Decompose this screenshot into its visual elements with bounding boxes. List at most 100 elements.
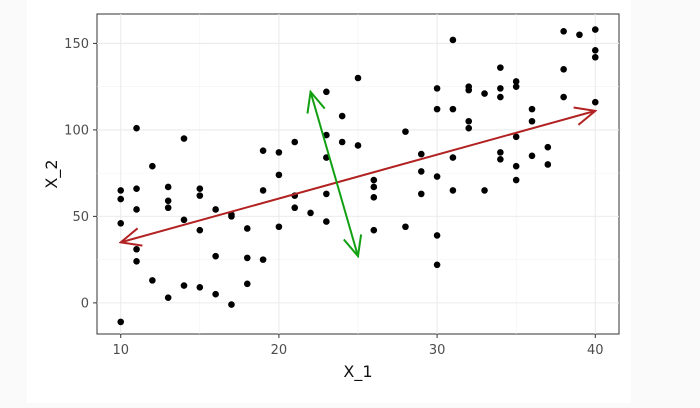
x-axis-title: X_1 xyxy=(343,362,372,382)
data-point xyxy=(338,112,346,120)
green-double-arrow xyxy=(311,92,358,256)
data-point xyxy=(117,318,125,326)
y-axis-title: X_2 xyxy=(42,159,62,188)
x-tick-label: 40 xyxy=(587,343,604,358)
data-point xyxy=(291,204,299,212)
data-point xyxy=(449,36,457,44)
data-point xyxy=(481,187,488,194)
data-point xyxy=(370,226,378,234)
data-point xyxy=(196,226,204,234)
data-point xyxy=(117,219,125,227)
data-point xyxy=(591,26,599,33)
y-tick-label: 0 xyxy=(81,296,89,311)
data-point xyxy=(560,27,567,35)
data-point xyxy=(180,216,188,224)
data-point xyxy=(133,258,140,265)
annotation-arrows xyxy=(121,92,596,256)
data-point xyxy=(196,185,204,193)
y-tick-label: 50 xyxy=(72,210,89,225)
data-point xyxy=(275,223,283,231)
data-point xyxy=(323,88,330,96)
data-point xyxy=(149,277,156,284)
data-point xyxy=(243,254,251,262)
data-point xyxy=(228,213,235,220)
data-point xyxy=(307,209,314,217)
data-point xyxy=(560,93,567,101)
data-point xyxy=(591,47,599,54)
data-point xyxy=(133,124,140,132)
data-point xyxy=(433,85,441,92)
data-point xyxy=(544,143,552,151)
data-point xyxy=(354,142,362,149)
data-point xyxy=(512,162,520,170)
data-point xyxy=(449,154,457,161)
data-point xyxy=(259,187,267,194)
data-point xyxy=(576,31,583,39)
data-point xyxy=(370,183,378,191)
data-point xyxy=(117,195,125,203)
data-point xyxy=(212,252,219,260)
y-tick-label: 100 xyxy=(64,123,89,138)
data-point xyxy=(544,161,552,168)
data-point xyxy=(164,183,172,191)
chart-frame: 10 20 30 40 0 50 100 150 X_1 X_2 xyxy=(27,0,631,403)
data-point xyxy=(512,83,520,90)
data-point xyxy=(497,155,504,163)
data-point xyxy=(323,190,330,198)
data-point xyxy=(433,173,441,180)
data-point xyxy=(243,280,251,288)
data-point xyxy=(512,78,520,85)
data-point xyxy=(117,187,125,194)
data-point xyxy=(591,98,599,106)
data-point xyxy=(370,176,378,184)
data-point xyxy=(497,64,504,71)
x-tick-label: 30 xyxy=(429,343,446,358)
data-point xyxy=(228,301,235,308)
data-point xyxy=(180,135,188,142)
data-point xyxy=(164,197,172,205)
y-tick-label: 150 xyxy=(64,37,89,52)
data-point xyxy=(512,133,520,141)
scatter-chart: 10 20 30 40 0 50 100 150 X_1 X_2 xyxy=(42,13,620,382)
data-point xyxy=(164,294,172,301)
data-point xyxy=(180,282,188,289)
data-point xyxy=(497,149,504,156)
data-point xyxy=(449,187,457,194)
data-point xyxy=(528,117,536,125)
data-point xyxy=(370,194,378,201)
data-point xyxy=(528,152,536,160)
data-point xyxy=(560,66,567,73)
data-point xyxy=(433,261,441,269)
data-point xyxy=(291,138,299,146)
data-point xyxy=(528,105,536,113)
data-point xyxy=(402,223,409,231)
data-point xyxy=(417,168,425,175)
data-point xyxy=(275,149,283,156)
data-point xyxy=(481,90,488,97)
data-point xyxy=(243,225,251,232)
data-point xyxy=(259,147,267,154)
data-point xyxy=(449,105,457,113)
data-point xyxy=(212,290,219,298)
data-point xyxy=(465,124,473,132)
data-point xyxy=(465,86,473,94)
data-point xyxy=(497,85,504,92)
data-point xyxy=(354,74,362,82)
data-point xyxy=(433,232,441,239)
data-point xyxy=(133,206,140,213)
data-point xyxy=(149,162,156,170)
data-point xyxy=(323,218,330,225)
data-point xyxy=(402,128,409,135)
data-point xyxy=(275,171,283,179)
data-point xyxy=(417,190,425,198)
data-point xyxy=(591,53,599,61)
data-point xyxy=(433,105,441,113)
data-point xyxy=(212,206,219,213)
data-point xyxy=(497,93,504,101)
data-point xyxy=(196,192,204,199)
data-point xyxy=(164,204,172,212)
data-point xyxy=(133,245,140,253)
data-point xyxy=(417,150,425,158)
data-point xyxy=(465,117,473,125)
axis-ticks: 10 20 30 40 0 50 100 150 xyxy=(64,37,603,358)
